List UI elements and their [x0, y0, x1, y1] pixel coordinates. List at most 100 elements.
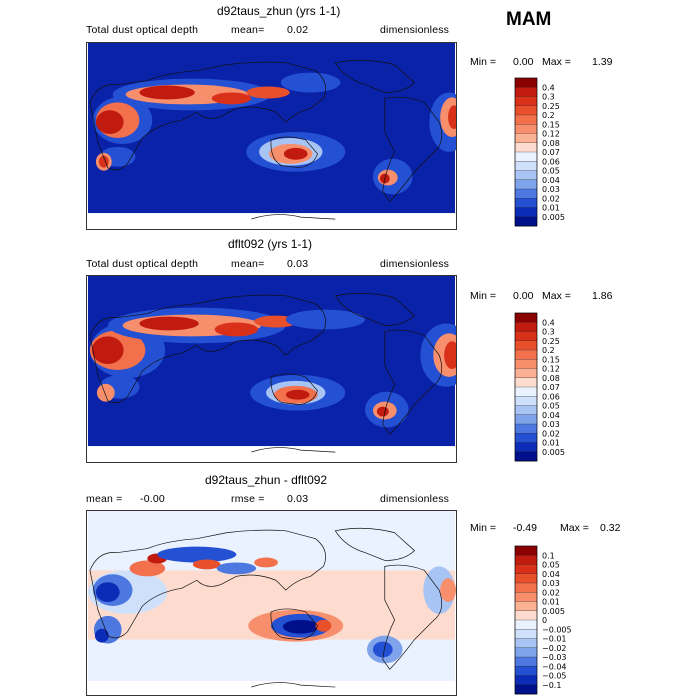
panel1-coastlines	[89, 59, 443, 202]
colorbar-swatch	[514, 675, 538, 686]
colorbar-label: 0.07	[542, 148, 560, 157]
panel2-min-value: 0.00	[513, 290, 534, 302]
colorbar-swatch	[514, 433, 538, 443]
colorbar-label: 0.4	[542, 83, 555, 92]
colorbar-swatch	[514, 377, 538, 388]
colorbar-label: 0.04	[542, 411, 560, 420]
colorbar-swatch	[514, 207, 538, 218]
panel3-mean-label: mean =	[86, 493, 123, 505]
panel3-diff-field	[87, 546, 456, 664]
panel2-units: dimensionless	[380, 258, 450, 270]
colorbar-swatch	[514, 359, 538, 369]
colorbar-label: 0.01	[542, 204, 560, 213]
colorbar-label: 0.3	[542, 93, 555, 102]
panel1-units: dimensionless	[380, 24, 450, 36]
panel2-max-value: 1.86	[592, 290, 613, 302]
panel3-title: d92taus_zhun - dflt092	[205, 473, 328, 487]
colorbar-label: −0.05	[542, 672, 567, 681]
panel3-map	[86, 510, 457, 696]
colorbar-label: −0.04	[542, 662, 567, 671]
colorbar-label: 0.15	[542, 355, 560, 364]
colorbar-swatch	[514, 555, 538, 565]
colorbar-swatch	[514, 442, 538, 453]
panel3-rmse-value: 0.03	[287, 493, 309, 505]
colorbar-label: −0.03	[542, 653, 567, 662]
panel2-map	[86, 275, 457, 463]
colorbar-swatch	[514, 198, 538, 208]
colorbar-swatch	[514, 331, 538, 342]
colorbar-label: 0.03	[542, 579, 560, 588]
panel1-min-value: 0.00	[513, 56, 534, 68]
colorbar-label: 0.03	[542, 185, 560, 194]
colorbar-swatch	[514, 684, 538, 695]
colorbar-swatch	[514, 349, 538, 360]
panel3-max-value: 0.32	[600, 522, 621, 534]
panel1-map	[86, 42, 457, 230]
panel3-min-value: -0.49	[513, 522, 537, 534]
panel2-title: dflt092 (yrs 1-1)	[228, 237, 313, 251]
panel1-max-value: 1.39	[592, 56, 613, 68]
colorbar-label: 0.01	[542, 439, 560, 448]
colorbar-label: −0.1	[542, 681, 561, 690]
colorbar-label: 0.3	[542, 328, 555, 337]
colorbar-label: 0.06	[542, 392, 560, 401]
colorbar-swatch	[514, 656, 538, 667]
colorbar-label: 0.12	[542, 130, 560, 139]
colorbar-swatch	[514, 179, 538, 190]
colorbar-label: 0.08	[542, 374, 560, 383]
colorbar-label: 0.05	[542, 167, 560, 176]
panel1-mean-label: mean=	[231, 24, 265, 36]
panel2-max-label: Max =	[542, 290, 571, 302]
panel2-min-label: Min =	[470, 290, 496, 302]
colorbar-label: 0.005	[542, 448, 565, 457]
colorbar-label: −0.01	[542, 635, 567, 644]
colorbar-swatch	[514, 619, 538, 630]
colorbar-swatch	[514, 592, 538, 602]
panel2-mean-label: mean=	[231, 258, 265, 270]
colorbar-label: 0.05	[542, 561, 560, 570]
panel1-max-label: Max =	[542, 56, 571, 68]
panel1-mean-value: 0.02	[287, 24, 309, 36]
colorbar-label: 0.08	[542, 139, 560, 148]
colorbar-swatch	[514, 340, 538, 351]
colorbar-outline	[514, 77, 538, 227]
panel3-coastlines	[89, 527, 443, 670]
panel3-mean-value: -0.00	[140, 493, 165, 505]
panel3-max-label: Max =	[560, 522, 589, 534]
panel3-rmse-label: rmse =	[231, 493, 265, 505]
colorbar-swatch	[514, 545, 538, 556]
colorbar-swatch	[514, 312, 538, 323]
colorbar-label: 0.1	[542, 551, 555, 560]
panel2-coastlines	[89, 292, 443, 435]
colorbar-label: 0.02	[542, 429, 560, 438]
colorbar-label: 0.12	[542, 365, 560, 374]
panel1-title: d92taus_zhun (yrs 1-1)	[217, 4, 341, 18]
colorbar-swatch	[514, 96, 538, 107]
colorbar-swatch	[514, 396, 538, 406]
colorbar-swatch	[514, 124, 538, 134]
colorbar-swatch	[514, 87, 538, 97]
colorbar-label: 0.02	[542, 588, 560, 597]
colorbar-label: −0.02	[542, 644, 567, 653]
colorbar-swatch	[514, 666, 538, 676]
panel3-antarctica-mask	[87, 681, 456, 695]
colorbar-swatch	[514, 564, 538, 575]
colorbar-label: 0	[542, 616, 547, 625]
colorbar-swatch	[514, 451, 538, 462]
colorbar-swatch	[514, 647, 538, 658]
colorbar-swatch	[514, 582, 538, 593]
panel3-units: dimensionless	[380, 493, 450, 505]
panel3-min-label: Min =	[470, 522, 496, 534]
colorbar-label: 0.005	[542, 607, 565, 616]
panel2-antarctica-mask	[87, 446, 456, 462]
panel2-antarctica-coast	[251, 447, 336, 453]
colorbar-label: −0.005	[542, 625, 572, 634]
colorbar-swatch	[514, 170, 538, 181]
colorbar-swatch	[514, 414, 538, 425]
colorbar-swatch	[514, 573, 538, 584]
colorbar-swatch	[514, 386, 538, 397]
panel1-antarctica-coast	[251, 214, 336, 220]
colorbar-label: 0.03	[542, 420, 560, 429]
colorbar-swatch	[514, 322, 538, 332]
colorbar-label: 0.25	[542, 337, 560, 346]
